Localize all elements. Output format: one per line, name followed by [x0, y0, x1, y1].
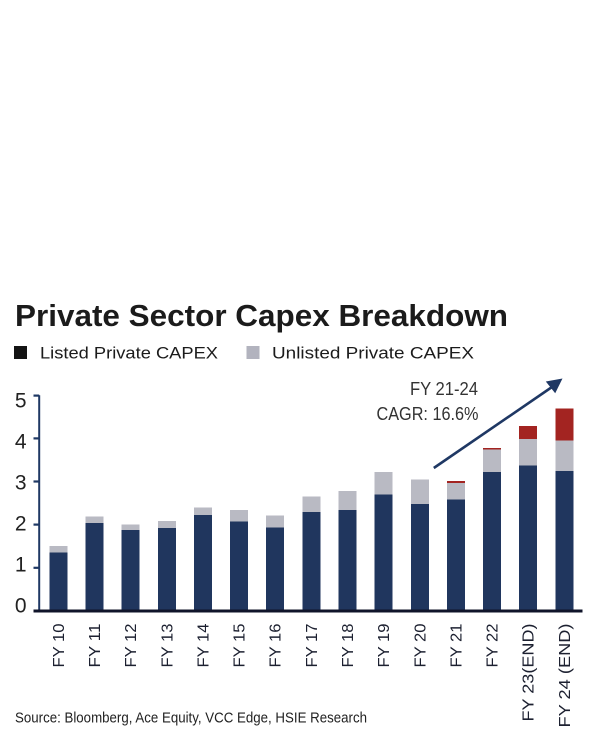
svg-text:FY 10: FY 10	[51, 623, 68, 667]
svg-text:FY 14: FY 14	[195, 623, 212, 667]
svg-text:FY 11: FY 11	[87, 623, 104, 667]
svg-text:2: 2	[15, 513, 27, 536]
svg-text:FY 16: FY 16	[268, 623, 285, 667]
svg-text:FY 13: FY 13	[159, 623, 176, 667]
svg-text:FY 22: FY 22	[485, 623, 502, 667]
svg-text:Unlisted Private CAPEX: Unlisted Private CAPEX	[272, 345, 474, 363]
svg-text:Source: Bloomberg, Ace Equity,: Source: Bloomberg, Ace Equity, VCC Edge,…	[15, 711, 367, 727]
svg-text:FY 20: FY 20	[412, 623, 429, 667]
svg-text:FY 21-24: FY 21-24	[410, 378, 478, 399]
svg-text:FY 12: FY 12	[123, 623, 140, 667]
svg-text:FY 24 (END): FY 24 (END)	[557, 624, 574, 728]
svg-text:FY 17: FY 17	[304, 623, 321, 667]
svg-text:FY 23(END): FY 23(END)	[521, 624, 538, 722]
svg-text:FY 21: FY 21	[448, 623, 465, 667]
svg-text:Private Sector Capex Breakdown: Private Sector Capex Breakdown	[15, 298, 508, 333]
svg-text:0: 0	[15, 595, 27, 618]
svg-text:Listed Private CAPEX: Listed Private CAPEX	[40, 345, 218, 363]
svg-text:CAGR: 16.6%: CAGR: 16.6%	[377, 403, 479, 424]
svg-text:4: 4	[15, 431, 27, 454]
svg-text:FY 18: FY 18	[340, 623, 357, 667]
svg-text:5: 5	[15, 390, 27, 413]
svg-text:3: 3	[15, 472, 27, 495]
svg-text:1: 1	[15, 554, 27, 577]
svg-text:FY 15: FY 15	[232, 623, 249, 667]
svg-text:FY 19: FY 19	[376, 623, 393, 667]
